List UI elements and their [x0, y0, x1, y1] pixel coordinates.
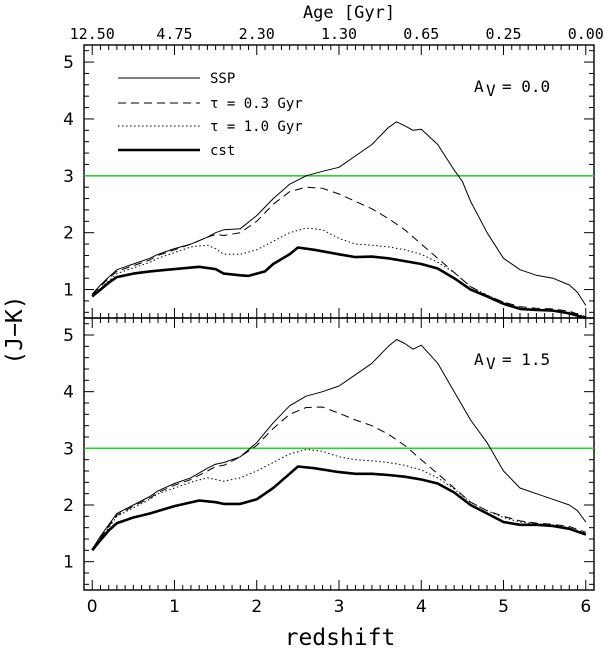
x-tick-label: 5: [498, 597, 509, 617]
curve-cst-panel-2: [91, 465, 587, 552]
y-tick-label: 5: [63, 326, 74, 346]
panel-label-value-2: = 1.5: [502, 350, 550, 369]
top-tick-label: 2.30: [239, 25, 275, 43]
axis-ticks: [84, 45, 594, 590]
y-tick-label: 1: [63, 553, 74, 573]
top-tick-label: 4.75: [156, 25, 192, 43]
curve-tau03-panel-2: [91, 406, 586, 550]
top-tick-label: 0.00: [568, 25, 604, 43]
top-axis-title: Age [Gyr]: [303, 3, 395, 23]
y-tick-label: 2: [63, 224, 74, 244]
curve-tau10-panel-1: [91, 227, 586, 318]
top-tick-label: 12.50: [70, 25, 115, 43]
curve-tau10-panel-2: [91, 449, 586, 550]
y-tick-label: 4: [63, 110, 74, 130]
x-tick-label: 6: [580, 597, 591, 617]
top-tick-label: 0.25: [485, 25, 521, 43]
threshold-lines: [84, 175, 594, 450]
curve-cst-panel-1: [91, 246, 587, 320]
x-tick-label: 3: [334, 597, 345, 617]
legend-label-ssp: SSP: [210, 71, 235, 87]
y-axis-title: (J−K): [2, 295, 28, 364]
panel-labels: A V = 0.0A V = 1.5: [474, 77, 550, 373]
y-tick-label: 3: [63, 439, 74, 459]
top-tick-label: 1.30: [321, 25, 357, 43]
series-curves: [91, 121, 587, 552]
x-tick-label: 4: [416, 597, 427, 617]
y-tick-label: 4: [63, 383, 74, 403]
y-tick-label: 2: [63, 496, 74, 516]
panel-label-sub-1: V: [486, 81, 496, 100]
tick-labels: 1 2 3 4 5 1 2 3 4 5 0 1 2 3 4 5 6 12.50 4.75 2.30 1.30 0.65 0.…: [63, 25, 604, 617]
legend-label-tau03: τ = 0.3 Gyr: [210, 96, 303, 112]
x-tick-label: 0: [87, 597, 98, 617]
x-axis-title: redshift: [285, 625, 396, 651]
panel-label-1: A: [474, 77, 484, 96]
y-tick-label: 5: [63, 53, 74, 73]
legend: SSP τ = 0.3 Gyr τ = 1.0 Gyr cst: [118, 71, 303, 159]
y-tick-label: 3: [63, 167, 74, 187]
legend-label-cst: cst: [210, 143, 235, 159]
x-tick-label: 1: [169, 597, 180, 617]
top-tick-label: 0.65: [403, 25, 439, 43]
y-tick-label: 1: [63, 281, 74, 301]
curve-ssp-panel-2: [91, 339, 587, 550]
panel-label-value-1: = 0.0: [502, 77, 550, 96]
panel-label-sub-2: V: [486, 354, 496, 373]
curve-ssp-panel-1: [91, 121, 587, 306]
panel-label-2: A: [474, 350, 484, 369]
curve-tau03-panel-1: [91, 186, 586, 318]
legend-label-tau10: τ = 1.0 Gyr: [210, 119, 303, 135]
x-tick-label: 2: [251, 597, 262, 617]
